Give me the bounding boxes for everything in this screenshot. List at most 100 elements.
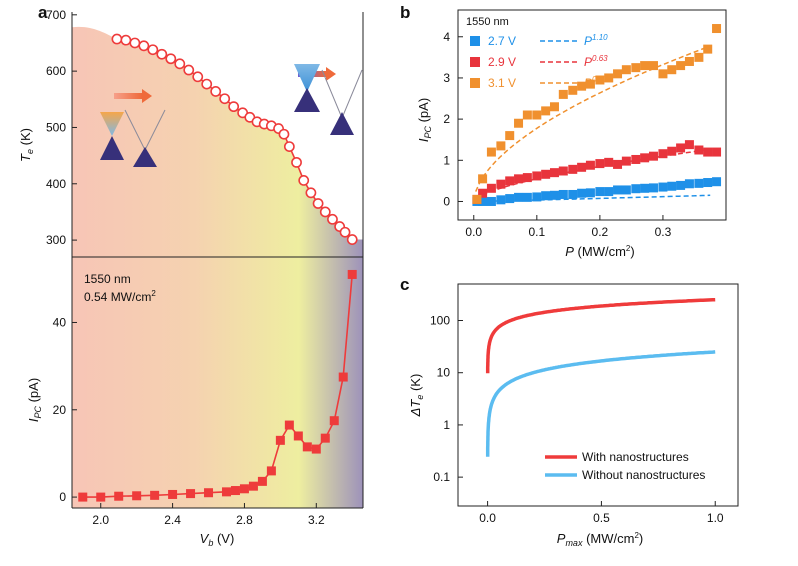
b-data-point (585, 188, 595, 198)
a-bottom-data-point (150, 490, 160, 500)
b-data-point (568, 164, 578, 174)
panel-b-legend-title: 1550 nm (466, 16, 509, 28)
b-data-point (667, 146, 677, 156)
b-data-point (694, 52, 704, 62)
panel-label-a: a (38, 3, 48, 22)
b-data-point (613, 69, 623, 79)
b-data-point (631, 184, 641, 194)
panel-a-top-series (111, 33, 358, 245)
b-data-point (505, 194, 515, 204)
b-data-point (631, 63, 641, 73)
b-data-point (658, 69, 668, 79)
b-data-point (595, 187, 605, 197)
a-bottom-data-point (114, 491, 124, 501)
a-bottom-data-point (338, 372, 348, 382)
a-x-tick-label: 2.0 (92, 513, 109, 527)
b-legend-label: 2.7 V (488, 34, 516, 48)
panel-a-annotation-wavelength: 1550 nm (84, 272, 131, 286)
b-data-point (613, 159, 623, 169)
b-data-point (658, 182, 668, 192)
a-top-y-tick-label: 500 (46, 120, 66, 134)
c-x-tick-label: 0.5 (593, 511, 610, 525)
panel-b-y-label: IPC (pA) (416, 98, 433, 142)
a-top-data-point (183, 64, 195, 76)
a-top-data-point (156, 48, 168, 60)
a-bottom-data-point (284, 420, 294, 430)
panel-a-bottom-frame (71, 257, 364, 509)
panel-a-bottom-series (78, 269, 357, 502)
b-data-point (577, 81, 587, 91)
b-data-point (703, 178, 713, 188)
panel-a-background-bottom (72, 257, 363, 508)
a-bottom-y-tick-label: 0 (59, 490, 66, 504)
panel-label-b: b (400, 3, 410, 22)
a-bottom-data-point (96, 492, 106, 502)
b-data-point (472, 194, 482, 204)
b-data-point (676, 61, 686, 71)
b-data-point (522, 110, 532, 120)
a-top-data-point (210, 86, 222, 97)
b-data-point (522, 173, 532, 183)
b-data-point (648, 61, 658, 71)
a-top-data-point (339, 226, 351, 238)
a-bottom-data-point (275, 435, 285, 445)
b-fit-line (475, 45, 711, 192)
a-top-data-point (192, 71, 204, 83)
b-data-point (684, 56, 694, 66)
b-y-tick-label: 3 (443, 71, 450, 85)
b-data-point (514, 118, 524, 128)
a-bottom-data-point (132, 491, 142, 501)
panel-a-bottom-axes: 2.0 2.4 2.8 3.2 0 20 40 (53, 315, 325, 527)
a-top-y-tick-label: 700 (46, 8, 66, 22)
a-top-data-point (327, 213, 338, 225)
panel-a-x-label: Vb (V) (200, 531, 235, 548)
a-top-data-point (298, 175, 310, 186)
b-data-point (712, 177, 722, 187)
a-top-data-point (219, 93, 231, 105)
a-top-data-point (312, 198, 324, 209)
b-legend-fit-label: P0.57 (584, 75, 608, 90)
b-data-point (514, 174, 524, 184)
b-x-tick-label: 0.2 (592, 225, 609, 239)
b-data-point (621, 65, 631, 75)
panel-a-bottom-y-label: IPC (pA) (26, 378, 43, 422)
b-data-point (496, 141, 506, 151)
a-bottom-data-point (186, 489, 196, 499)
b-data-point (549, 190, 559, 200)
a-bottom-data-point (266, 466, 276, 476)
c-legend-label: Without nanostructures (582, 468, 705, 482)
panel-a-background-top (72, 26, 363, 258)
a-bottom-data-point (78, 492, 88, 502)
a-bottom-data-point (302, 442, 312, 452)
a-top-data-point (291, 156, 302, 168)
b-data-point (558, 166, 568, 176)
b-data-point (486, 183, 496, 193)
b-data-point (568, 85, 578, 95)
b-data-point (703, 147, 713, 157)
c-y-tick-label: 1 (443, 418, 450, 432)
b-y-tick-label: 2 (443, 112, 450, 126)
a-top-y-tick-label: 300 (46, 233, 66, 247)
b-y-tick-label: 4 (443, 30, 450, 44)
b-data-point (541, 191, 551, 201)
panel-c-legend: With nanostructures Without nanostructure… (545, 450, 705, 482)
b-data-point (640, 183, 650, 193)
b-data-point (621, 156, 631, 166)
b-data-point (684, 179, 694, 189)
b-legend-label: 2.9 V (488, 55, 516, 69)
a-top-data-point (305, 187, 317, 199)
b-data-point (478, 188, 488, 198)
panel-b-x-label: P (MW/cm2) (565, 244, 634, 259)
a-top-data-point (201, 78, 213, 90)
a-bottom-data-point (329, 416, 339, 426)
a-bottom-data-point (311, 444, 321, 454)
b-data-point (667, 181, 677, 191)
a-top-data-point (111, 33, 123, 45)
b-data-point (694, 145, 704, 155)
a-top-data-point (346, 234, 358, 245)
b-data-point (496, 179, 506, 189)
b-data-point (549, 168, 559, 178)
panel-c-frame (457, 283, 739, 507)
b-data-point (478, 174, 488, 184)
